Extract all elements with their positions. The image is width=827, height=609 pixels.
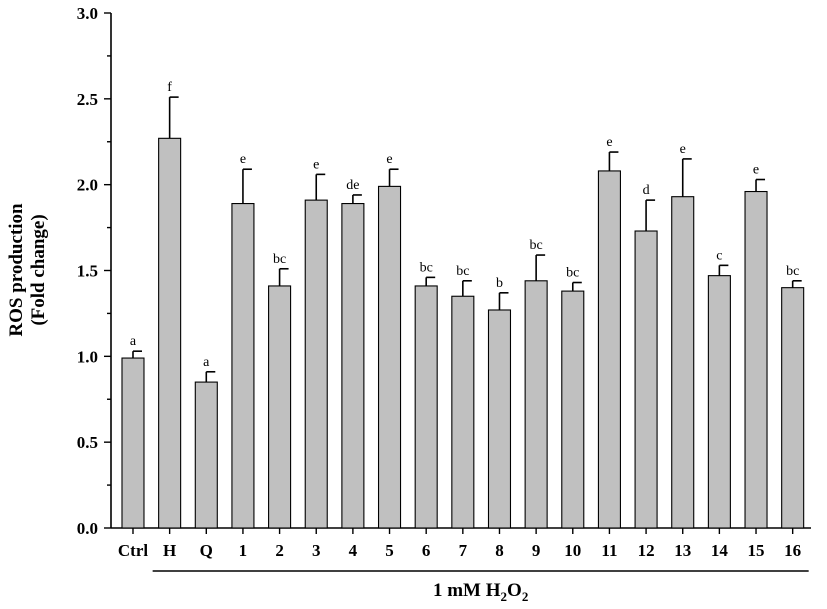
significance-label: e (313, 157, 319, 172)
significance-label: b (496, 276, 503, 291)
y-tick-label: 0.0 (77, 519, 98, 538)
x-tick-label: 5 (385, 541, 394, 560)
significance-label: e (386, 152, 392, 167)
significance-label: bc (566, 266, 579, 281)
bar-14 (707, 275, 731, 529)
bar-9 (524, 280, 548, 529)
bar-8 (487, 309, 512, 529)
group-label: 1 mM H2O2 (433, 580, 528, 604)
x-tick-label: 4 (349, 541, 358, 560)
x-tick-label: 15 (748, 541, 765, 560)
bar-11 (597, 170, 621, 529)
bar-Q (194, 381, 218, 529)
x-tick-label: H (163, 541, 176, 560)
bar-6 (414, 285, 438, 529)
significance-label: f (167, 80, 172, 95)
bar-2 (268, 285, 292, 529)
y-tick-label: 3.0 (77, 4, 98, 23)
significance-label: e (680, 142, 686, 157)
significance-label: a (130, 334, 137, 349)
significance-label: de (346, 178, 359, 193)
y-tick-label: 1.0 (77, 347, 98, 366)
bar-10 (561, 290, 585, 529)
x-tick-label: 2 (275, 541, 284, 560)
bar-13 (671, 196, 695, 529)
x-tick-label: 14 (711, 541, 729, 560)
bar-H (158, 137, 182, 529)
group-label-mid: O (507, 580, 522, 601)
x-tick-label: 11 (601, 541, 617, 560)
y-tick-label: 1.5 (77, 262, 98, 281)
bar-5 (377, 185, 402, 529)
x-tick-label: Ctrl (118, 541, 148, 560)
significance-label: e (606, 135, 612, 150)
bar-Ctrl (121, 357, 145, 529)
x-tick-label: 1 (239, 541, 248, 560)
bar-12 (634, 230, 658, 529)
significance-label: bc (273, 252, 286, 267)
significance-label: bc (456, 264, 469, 279)
x-tick-label: Q (200, 541, 213, 560)
y-tick-label: 2.5 (77, 90, 98, 109)
x-tick-label: 7 (459, 541, 468, 560)
x-tick-label: 16 (784, 541, 801, 560)
y-axis-title-line2: (Fold change) (28, 214, 49, 325)
x-tick-label: 12 (638, 541, 655, 560)
x-tick-label: 3 (312, 541, 321, 560)
y-axis: 0.0 0.5 1.0 1.5 2.0 2.5 3.0 (77, 4, 811, 538)
bar-16 (781, 287, 805, 529)
bar-3 (304, 199, 328, 529)
bar-7 (451, 295, 475, 529)
significance-label: d (643, 183, 650, 198)
group-label-main: 1 mM H (433, 580, 501, 601)
x-tick-labels: Ctrl H Q 1 2 3 4 5 6 7 8 9 10 11 12 13 14 15 16 (118, 528, 801, 560)
significance-label: bc (530, 238, 543, 253)
significance-label: bc (420, 260, 433, 275)
significance-label: e (240, 152, 246, 167)
group-label-sub1: 2 (501, 589, 508, 604)
group-label-sub2: 2 (522, 589, 529, 604)
significance-label: a (203, 355, 210, 370)
x-tick-label: 13 (674, 541, 691, 560)
significance-label: c (716, 248, 722, 263)
significance-label: e (753, 163, 759, 178)
x-tick-label: 6 (422, 541, 431, 560)
x-tick-label: 9 (532, 541, 541, 560)
x-tick-label: 8 (495, 541, 504, 560)
y-tick-label: 2.0 (77, 176, 98, 195)
x-tick-label: 10 (564, 541, 581, 560)
y-tick-label: 0.5 (77, 433, 98, 452)
bar-15 (744, 190, 768, 529)
significance-label: bc (786, 264, 799, 279)
bar-4 (341, 203, 365, 529)
y-axis-title-line1: ROS production (6, 203, 27, 337)
bar-1 (231, 203, 255, 529)
